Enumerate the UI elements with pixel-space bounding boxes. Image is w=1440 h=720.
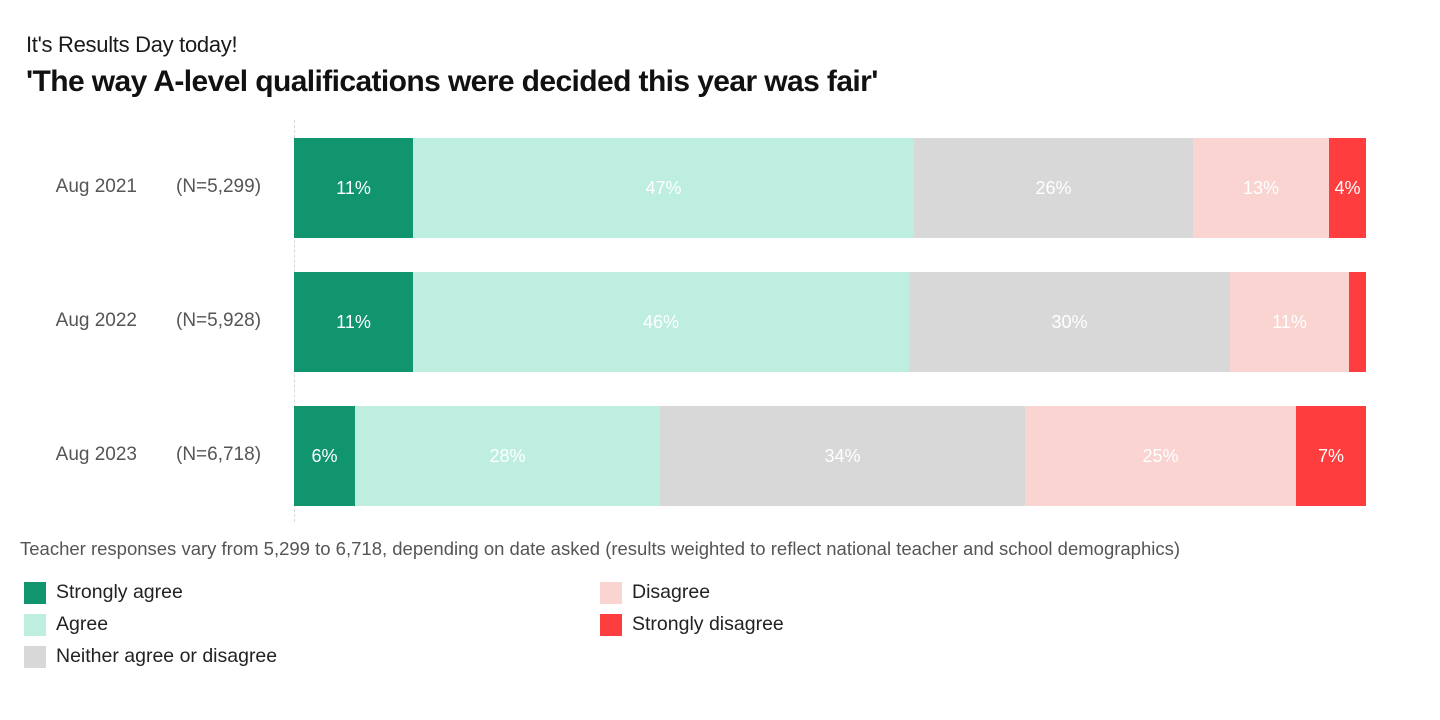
legend-label: Disagree	[632, 581, 711, 603]
stacked-bar: 6% 28% 34% 25% 7%	[294, 406, 1366, 506]
row-date-label: Aug 2022	[55, 310, 137, 331]
segment-strongly-disagree: 4%	[1329, 138, 1366, 238]
legend-label: Strongly disagree	[632, 613, 784, 635]
stacked-bar: 11% 47% 26% 13% 4%	[294, 138, 1366, 238]
segment-neither: 30%	[909, 272, 1230, 372]
legend-item-agree: Agree	[24, 613, 108, 636]
segment-disagree: 25%	[1025, 406, 1296, 506]
legend-swatch-icon	[600, 581, 622, 604]
segment-label: 25%	[1142, 445, 1179, 466]
segment-strongly-disagree	[1349, 272, 1366, 372]
legend-item-disagree: Disagree	[600, 581, 710, 604]
segment-label: 47%	[645, 177, 682, 198]
segment-disagree: 11%	[1230, 272, 1349, 372]
segment-neither: 26%	[914, 138, 1193, 238]
legend-swatch-icon	[24, 645, 46, 668]
legend-item-neither: Neither agree or disagree	[24, 645, 277, 668]
bar-row: Aug 2022 (N=5,928) 11% 46% 30% 11%	[0, 272, 1440, 372]
segment-agree: 47%	[413, 138, 914, 238]
legend-label: Strongly agree	[56, 581, 183, 603]
legend-label: Agree	[56, 613, 109, 635]
segment-label: 13%	[1242, 177, 1280, 198]
row-sample-size: (N=6,718)	[176, 444, 262, 465]
segment-label: 6%	[311, 445, 338, 466]
segment-disagree: 13%	[1193, 138, 1329, 238]
legend-swatch-icon	[600, 613, 622, 636]
segment-label: 11%	[1272, 311, 1307, 332]
segment-strongly-agree: 11%	[294, 138, 413, 238]
segment-label: 28%	[489, 445, 526, 466]
segment-label: 34%	[824, 445, 861, 466]
chart-subtitle: It's Results Day today!	[26, 32, 238, 57]
segment-strongly-agree: 6%	[294, 406, 355, 506]
legend-label: Neither agree or disagree	[56, 645, 278, 667]
row-date-label: Aug 2023	[55, 444, 137, 465]
segment-label: 11%	[336, 311, 371, 332]
segment-label: 30%	[1051, 311, 1088, 332]
segment-agree: 46%	[413, 272, 909, 372]
bar-row: Aug 2023 (N=6,718) 6% 28% 34% 25% 7%	[0, 406, 1440, 506]
segment-label: 7%	[1317, 445, 1344, 466]
row-sample-size: (N=5,299)	[176, 176, 262, 197]
stacked-bar: 11% 46% 30% 11%	[294, 272, 1366, 372]
legend-item-strongly-disagree: Strongly disagree	[600, 613, 784, 636]
segment-label: 26%	[1035, 177, 1072, 198]
segment-label: 46%	[642, 311, 680, 332]
segment-agree: 28%	[355, 406, 660, 506]
segment-label: 11%	[336, 177, 371, 198]
segment-strongly-disagree: 7%	[1296, 406, 1366, 506]
legend-swatch-icon	[24, 581, 46, 604]
bar-row: Aug 2021 (N=5,299) 11% 47% 26% 13% 4%	[0, 138, 1440, 238]
segment-neither: 34%	[660, 406, 1025, 506]
legend-swatch-icon	[24, 613, 46, 636]
legend-item-strongly-agree: Strongly agree	[24, 581, 183, 604]
row-sample-size: (N=5,928)	[176, 310, 262, 331]
chart-footnote: Teacher responses vary from 5,299 to 6,7…	[20, 538, 1181, 559]
segment-strongly-agree: 11%	[294, 272, 413, 372]
row-date-label: Aug 2021	[55, 176, 137, 197]
segment-label: 4%	[1334, 177, 1361, 198]
chart-title: 'The way A-level qualifications were dec…	[26, 65, 878, 98]
